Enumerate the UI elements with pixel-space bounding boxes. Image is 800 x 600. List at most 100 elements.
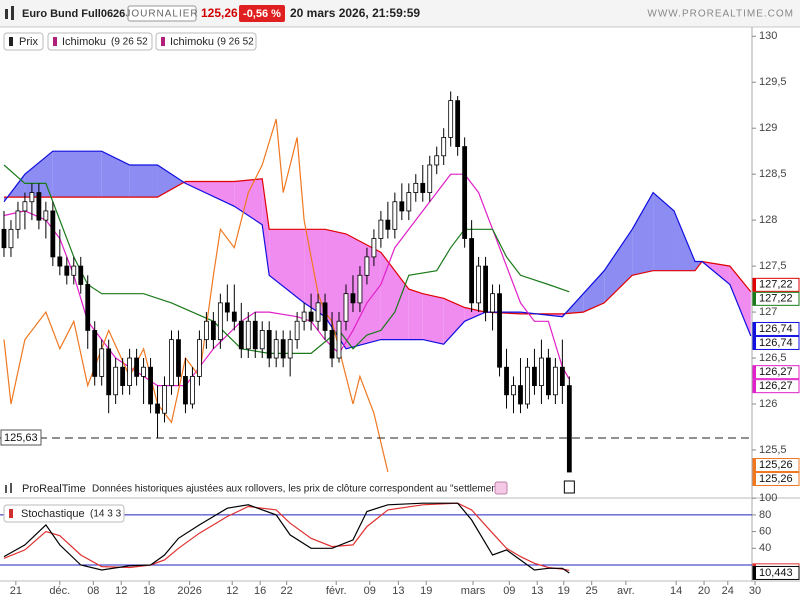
y-tick-label: 40	[759, 542, 771, 554]
brand: ProRealTime	[22, 483, 86, 495]
y-tick-label: 126	[759, 398, 777, 410]
y-tick-label: 100	[759, 492, 777, 504]
candle-body	[57, 256, 63, 267]
cloud-fill	[269, 229, 305, 303]
axis-tag-bar	[753, 472, 756, 486]
x-tick-label: 2026	[177, 585, 201, 597]
y-tick-label: 128,5	[759, 168, 787, 180]
cloud-fill	[129, 164, 158, 198]
candle-body	[539, 357, 544, 387]
legend-chip[interactable]	[47, 32, 153, 51]
candle-body	[308, 311, 314, 322]
candle-body	[322, 302, 328, 331]
x-tick-label: 13	[531, 585, 543, 597]
header-icon	[5, 9, 8, 19]
axis-tag-bar	[753, 365, 756, 379]
candle-body	[155, 403, 160, 414]
candle-body	[392, 201, 398, 230]
stochastic-title: Stochastique	[21, 508, 85, 520]
legend-icon	[53, 37, 57, 46]
candle-body	[169, 339, 174, 387]
candle-body	[490, 293, 495, 313]
candle-body	[511, 385, 516, 396]
settings-icon[interactable]	[494, 481, 508, 495]
candle-body	[50, 210, 56, 258]
candle-body	[559, 366, 565, 387]
datetime: 20 mars 2026, 21:59:59	[290, 6, 420, 20]
candle-body	[162, 385, 167, 414]
candle-body	[183, 376, 188, 405]
candle-body	[197, 339, 202, 377]
candle-body	[15, 210, 21, 230]
cloud-fill	[52, 151, 102, 198]
legend-label: Ichimoku	[62, 36, 106, 48]
cloud-fill	[422, 293, 444, 345]
y-tick-label: 129,5	[759, 76, 787, 88]
axis-tag-label: 125,26	[759, 459, 793, 471]
candle-body	[357, 274, 363, 304]
candle-body	[329, 330, 335, 359]
cloud-fill	[443, 298, 465, 345]
x-tick-label: 14	[670, 585, 682, 597]
candle-body	[301, 311, 307, 322]
candle-body	[552, 366, 558, 396]
reference-label: 125,63	[4, 432, 38, 444]
cloud-fill	[674, 210, 695, 271]
candle-body	[92, 330, 98, 377]
candle-body	[176, 339, 181, 377]
candle-body	[141, 366, 146, 377]
candle-body	[287, 339, 293, 359]
cursor-box	[563, 480, 575, 494]
candle-body	[350, 293, 356, 304]
symbol: Euro Bund Full0626	[22, 8, 125, 20]
candle-body	[106, 348, 112, 396]
y-tick-label: 125,5	[759, 444, 787, 456]
stochastic-line	[3, 502, 570, 571]
x-tick-label: déc.	[49, 585, 70, 597]
cloud-fill	[729, 266, 751, 336]
axis-tag-label: 126,74	[759, 337, 793, 349]
axis-tag-bar	[753, 379, 756, 393]
cloud-fill	[345, 233, 381, 349]
candle-body	[434, 155, 440, 166]
senkou-a	[4, 178, 752, 315]
legend-chip[interactable]	[155, 32, 257, 51]
cloud-fill	[157, 164, 186, 198]
candle-body	[525, 366, 530, 405]
candle-body	[406, 192, 412, 212]
candle-body	[64, 265, 70, 276]
axis-tag-label: 127,22	[759, 279, 793, 291]
legend-chip[interactable]	[3, 32, 44, 51]
candle-body	[546, 357, 551, 396]
legend-chip[interactable]	[3, 504, 125, 523]
candle-body	[343, 293, 349, 322]
x-tick-label: 08	[87, 585, 99, 597]
axis-tag-bar	[753, 292, 756, 306]
legend-icon	[161, 37, 165, 46]
candle-body	[518, 385, 523, 405]
cloud-fill	[604, 229, 633, 303]
axis-tag-bar	[753, 458, 756, 472]
candle-body	[266, 330, 272, 359]
y-tick-label: 127,5	[759, 260, 787, 272]
y-tick-label: 126,5	[759, 352, 787, 364]
last-price: 125,26	[201, 6, 238, 20]
reference-tag	[0, 429, 42, 446]
x-tick-label: 12	[226, 585, 238, 597]
legend-params: (9 26 52	[217, 37, 254, 48]
cloud-fill	[583, 270, 605, 313]
candle-body	[497, 293, 502, 368]
candle-body	[238, 320, 244, 350]
price-panel	[0, 91, 752, 473]
x-tick-label: 19	[420, 585, 432, 597]
candle-body	[113, 366, 119, 396]
header-icon	[11, 6, 14, 20]
candle-body	[148, 366, 153, 405]
x-tick-label: 12	[115, 585, 127, 597]
change-box	[239, 5, 285, 22]
y-tick-label: 130	[759, 30, 777, 42]
candle-body	[231, 311, 237, 322]
cloud-fill	[380, 252, 409, 340]
period-box[interactable]	[127, 5, 197, 22]
